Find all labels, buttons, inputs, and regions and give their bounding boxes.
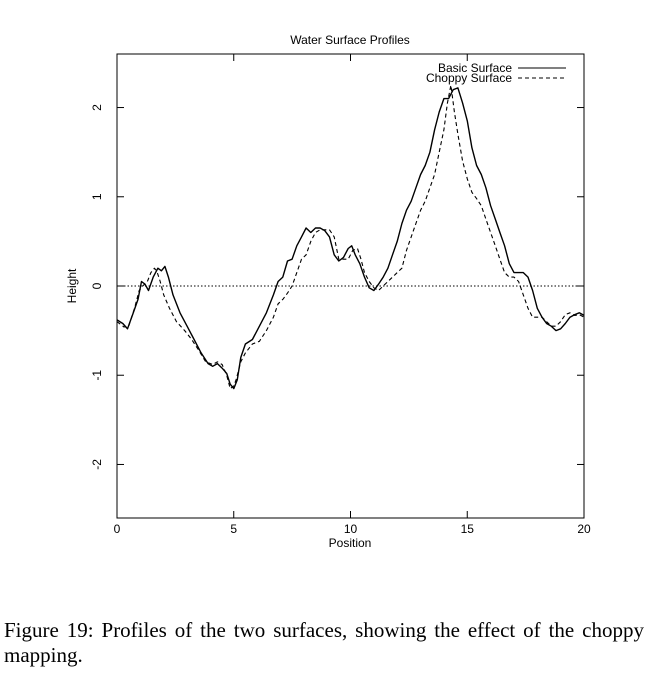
legend-label: Basic Surface <box>438 61 512 75</box>
x-tick-label: 15 <box>461 522 475 536</box>
water-surface-chart: Water Surface Profiles 0 5 10 15 20 -2 -1 0 1 2 B… <box>65 33 591 550</box>
y-tick-label: 0 <box>90 282 104 289</box>
x-tick-label: 20 <box>577 522 591 536</box>
figure-caption: Figure 19: Profiles of the two surfaces,… <box>4 618 644 667</box>
series-line-choppy-surface <box>116 84 585 390</box>
chart-title: Water Surface Profiles <box>290 33 410 47</box>
series-line-basic-surface <box>116 87 585 390</box>
y-axis-label: Height <box>65 268 79 303</box>
x-axis-label: Position <box>329 536 372 550</box>
axis-ticks: 0 5 10 15 20 -2 -1 0 1 2 <box>90 54 591 536</box>
x-tick-label: 0 <box>114 522 121 536</box>
y-tick-label: 1 <box>90 193 104 200</box>
x-tick-label: 10 <box>344 522 358 536</box>
series-group <box>116 84 585 390</box>
y-tick-label: -2 <box>90 459 104 470</box>
y-tick-label: -1 <box>90 370 104 381</box>
x-tick-label: 5 <box>230 522 237 536</box>
legend-label: Choppy Surface <box>426 71 512 85</box>
y-tick-label: 2 <box>90 104 104 111</box>
